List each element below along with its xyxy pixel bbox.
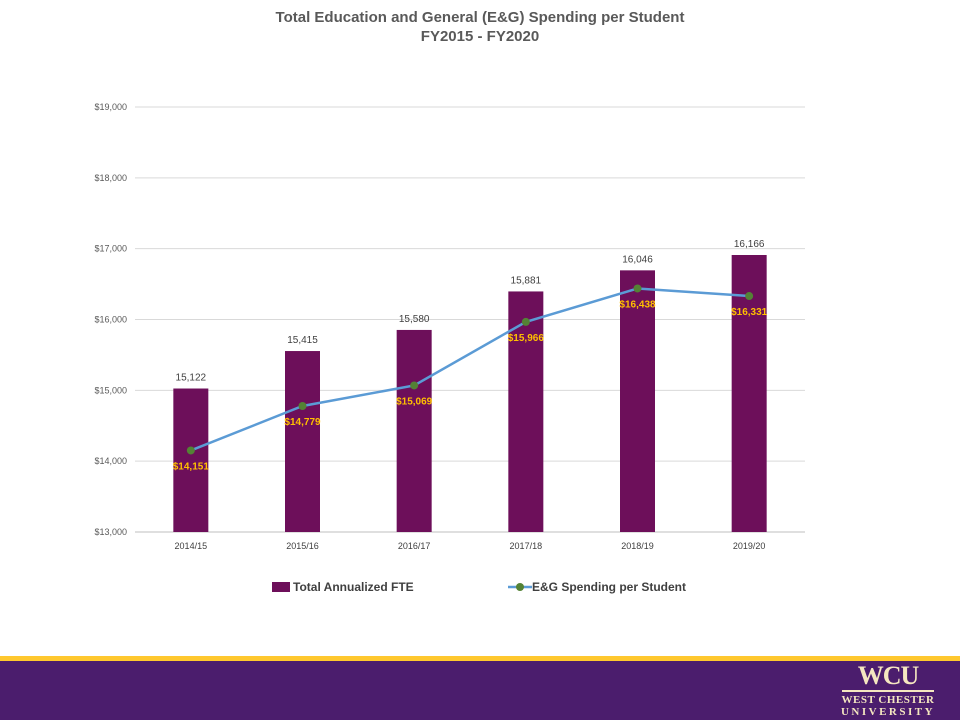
logo-line-3: UNIVERSITY: [840, 706, 936, 718]
logo-rule: [842, 690, 934, 692]
bar-data-label: 16,046: [622, 254, 653, 265]
line-data-label: $15,966: [508, 333, 545, 344]
line-series: [190, 287, 750, 452]
chart: 15,122 15,415 15,580 15,881 16,046 16,166 $14,…: [94, 102, 805, 594]
line-data-label: $14,151: [173, 461, 210, 472]
bar-data-label: 15,580: [399, 314, 430, 325]
x-tick-label: 2017/18: [510, 541, 543, 551]
y-tick-label: $15,000: [94, 385, 127, 395]
line-point: [521, 317, 530, 326]
legend-swatch-bar: [272, 582, 290, 592]
x-tick-label: 2015/16: [286, 541, 319, 551]
line-data-label: $14,779: [284, 417, 321, 428]
bar-data-label: 16,166: [734, 239, 765, 250]
x-tick-label: 2016/17: [398, 541, 431, 551]
line-data-label: $16,438: [619, 299, 656, 310]
line-point: [298, 401, 307, 410]
bar-data-label: 15,881: [511, 275, 542, 286]
footer-gold-stripe: [0, 656, 960, 661]
bar: [396, 329, 432, 532]
line-point: [186, 446, 195, 455]
bar: [173, 388, 209, 532]
bar: [620, 270, 655, 532]
y-tick-label: $17,000: [94, 244, 127, 254]
line-point: [633, 284, 642, 293]
y-tick-label: $18,000: [94, 173, 127, 183]
bar: [731, 255, 767, 532]
y-tick-label: $16,000: [94, 315, 127, 325]
x-tick-label: 2014/15: [175, 541, 208, 551]
legend-swatch-marker: [516, 583, 524, 591]
x-tick-label: 2019/20: [733, 541, 766, 551]
bar: [285, 351, 320, 532]
x-tick-label: 2018/19: [621, 541, 654, 551]
chart-title: Total Education and General (E&G) Spendi…: [275, 9, 685, 26]
wcu-logo: WCU WEST CHESTER UNIVERSITY: [838, 663, 938, 718]
line-point: [745, 292, 754, 301]
bar-data-label: 15,415: [287, 335, 318, 346]
logo-line-2: WEST CHESTER: [841, 694, 935, 706]
y-tick-label: $13,000: [94, 527, 127, 537]
line-data-label: $15,069: [396, 396, 433, 407]
legend-label-bar: Total Annualized FTE: [293, 580, 414, 594]
chart-title-block: Total Education and General (E&G) Spendi…: [0, 8, 960, 46]
logo-wordmark: WCU: [857, 661, 920, 690]
line-point: [410, 381, 419, 390]
bar-data-label: 15,122: [176, 373, 207, 384]
y-tick-label: $14,000: [94, 456, 127, 466]
legend-label-line: E&G Spending per Student: [532, 580, 686, 594]
bar: [508, 291, 544, 532]
line-data-label: $16,331: [731, 307, 768, 318]
y-tick-label: $19,000: [94, 102, 127, 112]
chart-subtitle: FY2015 - FY2020: [420, 28, 540, 45]
footer-band: [0, 661, 960, 720]
